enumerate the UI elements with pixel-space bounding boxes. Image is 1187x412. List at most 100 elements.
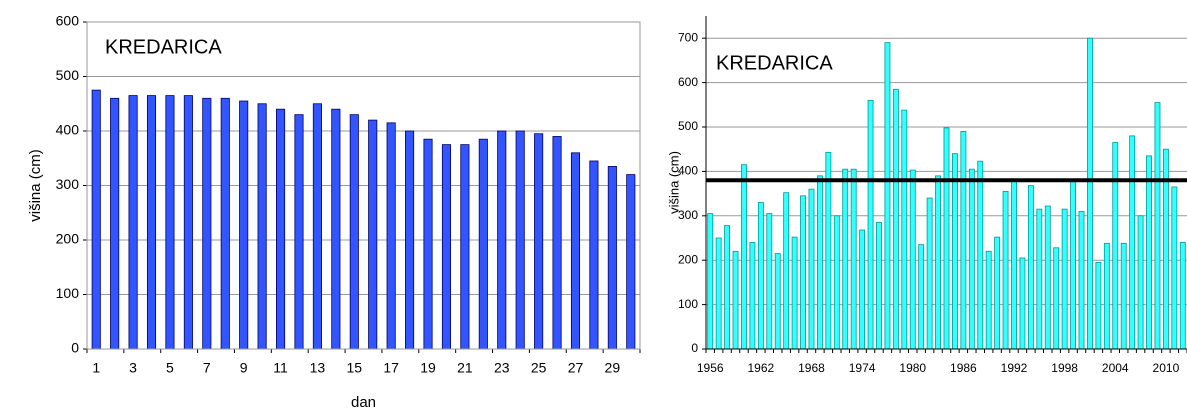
x-tick-label: 29 xyxy=(605,360,621,376)
title-box xyxy=(98,30,243,66)
bar xyxy=(276,108,286,350)
bar xyxy=(724,225,731,350)
bar xyxy=(368,119,378,350)
y-tick-label: 500 xyxy=(56,67,80,83)
bar xyxy=(570,152,581,350)
chart-title: KREDARICA xyxy=(716,52,833,74)
x-tick-label: 1986 xyxy=(950,361,977,375)
bar xyxy=(757,202,764,350)
y-tick-label: 400 xyxy=(678,164,698,178)
bar xyxy=(1044,205,1051,350)
bar xyxy=(850,168,857,350)
bar xyxy=(331,108,341,350)
bar xyxy=(626,174,636,350)
bar xyxy=(1171,186,1178,350)
chart-title: KREDARICA xyxy=(105,36,222,58)
x-tick-label: 15 xyxy=(346,360,362,376)
bar xyxy=(977,160,984,350)
bar xyxy=(800,195,806,350)
y-tick-label: 300 xyxy=(56,176,80,192)
bar xyxy=(349,114,359,350)
bar xyxy=(1103,242,1110,350)
bar xyxy=(715,237,722,350)
bar xyxy=(943,127,950,350)
bar xyxy=(867,99,874,350)
bar xyxy=(774,253,781,350)
bar xyxy=(926,197,933,350)
bar xyxy=(110,97,120,350)
bar xyxy=(1019,257,1026,350)
bar xyxy=(386,122,396,350)
bar xyxy=(1078,210,1085,350)
x-tick-label: 25 xyxy=(531,360,547,376)
y-tick-label: 300 xyxy=(678,208,698,222)
bar xyxy=(783,192,790,350)
y-tick-label: 0 xyxy=(71,340,79,356)
bar xyxy=(876,222,882,350)
bar xyxy=(589,160,599,350)
bar xyxy=(749,242,756,350)
bar xyxy=(952,153,958,350)
bar xyxy=(294,114,304,350)
x-tick-label: 3 xyxy=(129,360,137,376)
x-tick-label: 1 xyxy=(92,360,100,376)
bar xyxy=(884,42,891,350)
bar xyxy=(1011,179,1017,350)
bar xyxy=(128,95,138,350)
bar xyxy=(918,244,925,350)
x-tick-label: 1968 xyxy=(798,361,825,375)
x-tick-label: 21 xyxy=(457,360,473,376)
bar xyxy=(460,144,470,350)
bar xyxy=(808,188,815,350)
title-box xyxy=(710,48,860,80)
bar xyxy=(1112,142,1119,350)
x-tick-label: 9 xyxy=(240,360,248,376)
bar xyxy=(892,88,899,350)
y-axis-label: višina (cm) xyxy=(666,151,681,214)
bar xyxy=(766,213,773,350)
bar xyxy=(220,97,230,350)
bar xyxy=(935,175,941,350)
bar xyxy=(312,103,322,350)
y-tick-label: 500 xyxy=(678,119,698,133)
y-tick-label: 100 xyxy=(56,285,80,301)
y-tick-label: 400 xyxy=(56,122,80,138)
bar xyxy=(1053,247,1060,350)
x-tick-label: 1992 xyxy=(1001,361,1028,375)
y-tick-label: 200 xyxy=(56,231,80,247)
bar xyxy=(859,229,866,350)
bar xyxy=(968,168,975,350)
x-tick-label: 13 xyxy=(310,360,326,376)
bar xyxy=(165,95,175,350)
bar xyxy=(732,250,739,350)
x-tick-label: 2010 xyxy=(1153,361,1180,375)
bar xyxy=(515,130,525,350)
y-tick-label: 600 xyxy=(56,13,80,29)
y-tick-label: 100 xyxy=(678,297,698,311)
bar xyxy=(146,95,157,350)
bar xyxy=(552,136,562,350)
x-tick-label: 27 xyxy=(568,360,584,376)
bar xyxy=(1036,208,1043,350)
y-tick-label: 0 xyxy=(691,341,698,355)
bar xyxy=(497,130,507,350)
bar xyxy=(816,175,823,350)
bar xyxy=(1027,185,1034,350)
bar xyxy=(994,236,1001,350)
bar xyxy=(842,168,849,350)
bar xyxy=(1070,179,1077,350)
x-tick-label: 1974 xyxy=(849,361,876,375)
bar xyxy=(960,131,967,350)
x-tick-label: 5 xyxy=(166,360,174,376)
x-axis-label: dan xyxy=(351,394,376,411)
bar xyxy=(1087,37,1093,350)
x-tick-label: 1998 xyxy=(1051,361,1078,375)
y-tick-label: 700 xyxy=(678,30,698,44)
bar xyxy=(478,138,488,350)
bar xyxy=(534,133,544,350)
bar xyxy=(1095,262,1102,350)
y-axis-label: višina (cm) xyxy=(27,149,44,222)
x-tick-label: 1980 xyxy=(899,361,926,375)
bar xyxy=(1179,242,1186,350)
